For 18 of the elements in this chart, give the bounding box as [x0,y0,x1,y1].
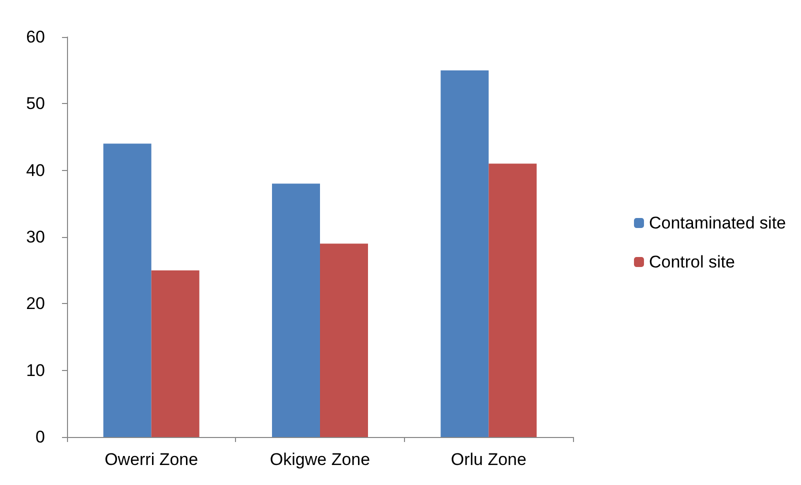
bar [320,244,368,437]
y-tick-label: 0 [36,428,45,446]
bar [151,270,200,437]
bar [103,144,152,437]
y-tick-label: 30 [26,228,45,246]
bar [272,184,320,437]
y-tick-label: 60 [26,28,45,46]
y-tick-label: 50 [26,94,45,114]
y-tick-label: 40 [26,160,45,180]
x-tick-label: Okigwe Zone [270,450,370,469]
legend-label: Control site [648,252,735,272]
y-tick-label: 10 [26,360,45,380]
legend-label: Contaminated site [648,214,786,232]
bar [440,70,489,437]
bar [488,164,537,437]
x-tick-label: Orlu Zone [450,450,526,469]
x-tick-label: Owerri Zone [104,450,198,469]
y-tick-label: 20 [26,294,45,314]
